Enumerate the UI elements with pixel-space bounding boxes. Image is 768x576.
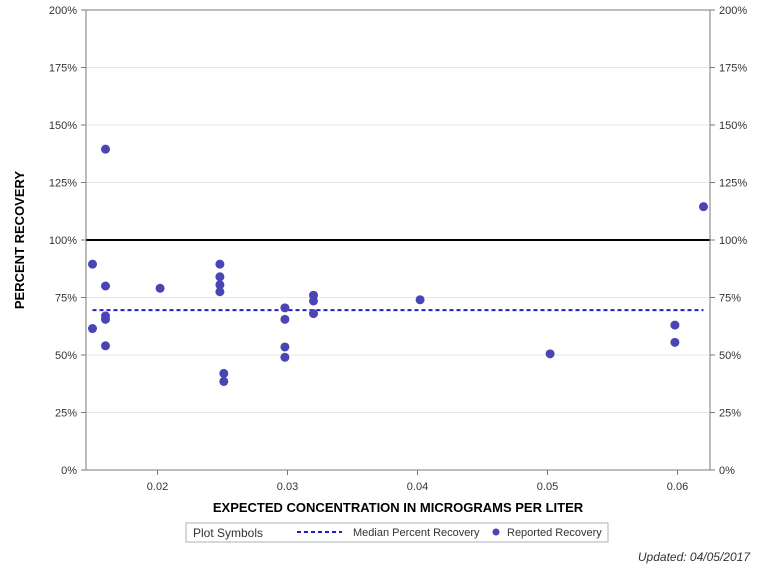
x-tick-label: 0.05 [537,481,558,493]
data-point [101,144,110,154]
data-point [415,295,425,305]
data-point [280,314,290,324]
data-point [155,283,165,293]
legend: Plot Symbols Median Percent Recovery Rep… [185,522,609,543]
data-point [670,320,680,330]
data-point [219,368,229,378]
x-tick-label: 0.04 [407,481,428,493]
y-tick-label-left: 125% [49,178,77,190]
data-point [309,296,318,306]
data-points [88,144,708,386]
axes: 0% 0% 25% 25% 50% 50% 75% 75% 100% 100% 125% 125% 15… [49,5,747,493]
x-tick-label: 0.02 [147,481,168,493]
updated-footnote: Updated: 04/05/2017 [638,550,751,564]
y-tick-label-right: 50% [719,350,741,362]
y-tick-label-left: 0% [61,465,77,477]
data-point [101,281,110,291]
y-tick-label-right: 0% [719,465,735,477]
legend-title: Plot Symbols [193,526,263,540]
y-tick-label-right: 100% [719,235,747,247]
y-tick-label-right: 25% [719,408,741,420]
data-point [101,314,110,324]
y-tick-label-left: 75% [55,293,77,305]
data-point [215,272,225,282]
data-point [280,342,290,352]
data-point [215,287,225,297]
x-tick-label: 0.06 [667,481,688,493]
y-tick-label-right: 125% [719,178,747,190]
y-tick-label-left: 150% [49,120,77,132]
y-tick-label-left: 50% [55,350,77,362]
y-tick-label-left: 100% [49,235,77,247]
reference-lines [86,239,710,312]
data-point [545,349,555,359]
y-tick-label-right: 75% [719,293,741,305]
data-point [280,352,290,362]
y-tick-label-right: 150% [719,120,747,132]
y-tick-label-right: 175% [719,63,747,75]
legend-point-swatch [492,528,500,536]
data-point [101,341,110,351]
x-tick-label: 0.03 [277,481,298,493]
data-point [219,376,229,386]
data-point [670,337,680,347]
data-point [699,202,708,212]
data-point [215,280,225,290]
y-axis-title: PERCENT RECOVERY [12,171,27,310]
y-tick-label-left: 175% [49,63,77,75]
data-point [88,259,97,269]
y-tick-label-left: 200% [49,5,77,17]
y-tick-label-left: 25% [55,408,77,420]
data-point [215,259,225,269]
y-tick-label-right: 200% [719,5,747,17]
data-point [88,324,97,334]
legend-entry-reported: Reported Recovery [507,527,602,539]
legend-entry-median: Median Percent Recovery [353,527,480,539]
legend-box [185,522,609,543]
data-point [309,309,318,319]
x-axis-title: EXPECTED CONCENTRATION IN MICROGRAMS PER… [213,500,584,515]
data-point [280,303,290,313]
